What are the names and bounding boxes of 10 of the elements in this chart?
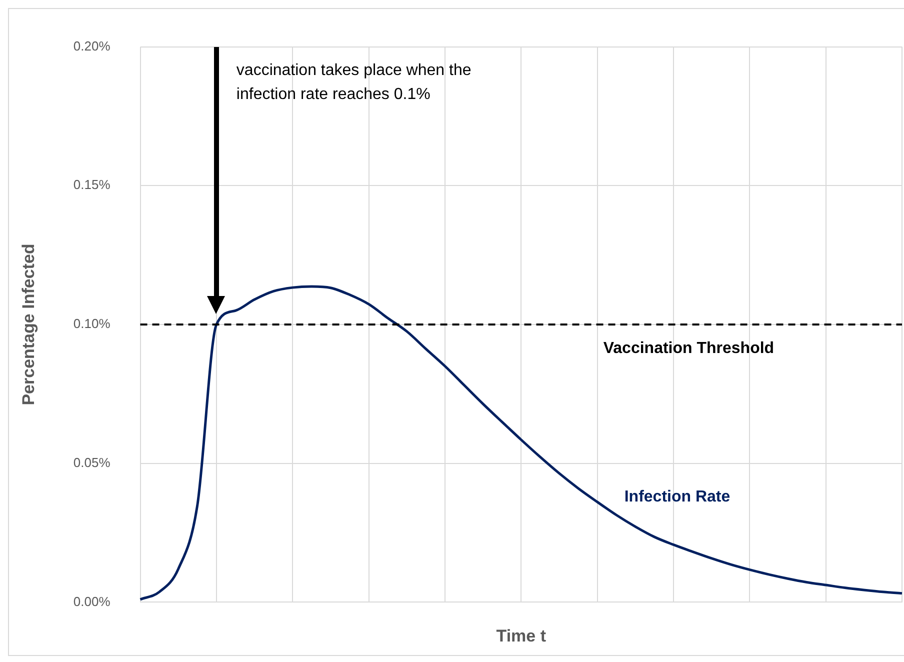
ref-line-label: Vaccination Threshold xyxy=(603,340,774,357)
annotation: vaccination takes place when the infection rate reaches 0.1% xyxy=(236,62,472,104)
series-label: Infection Rate xyxy=(624,488,730,506)
y-tick-label: 0.00% xyxy=(73,594,111,609)
y-tick-label: 0.10% xyxy=(73,316,111,332)
y-axis-title: Percentage Infected xyxy=(18,244,38,406)
y-tick-label: 0.05% xyxy=(73,454,111,470)
y-tick-label: 0.15% xyxy=(73,177,111,192)
y-tick-label: 0.20% xyxy=(73,38,111,54)
x-axis-title: Time t xyxy=(496,626,546,646)
